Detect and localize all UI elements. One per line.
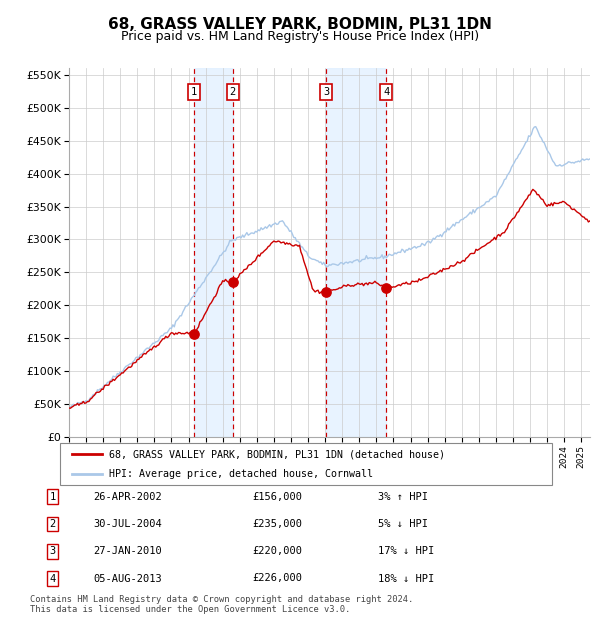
Text: 4: 4 xyxy=(383,87,389,97)
FancyBboxPatch shape xyxy=(60,443,552,485)
Text: This data is licensed under the Open Government Licence v3.0.: This data is licensed under the Open Gov… xyxy=(30,604,350,614)
Text: 30-JUL-2004: 30-JUL-2004 xyxy=(93,519,162,529)
Text: 3% ↑ HPI: 3% ↑ HPI xyxy=(378,492,428,502)
Text: HPI: Average price, detached house, Cornwall: HPI: Average price, detached house, Corn… xyxy=(109,469,373,479)
Text: 2: 2 xyxy=(229,87,236,97)
Text: 05-AUG-2013: 05-AUG-2013 xyxy=(93,574,162,583)
Text: 2: 2 xyxy=(50,519,56,529)
Text: Contains HM Land Registry data © Crown copyright and database right 2024.: Contains HM Land Registry data © Crown c… xyxy=(30,595,413,604)
Text: 27-JAN-2010: 27-JAN-2010 xyxy=(93,546,162,556)
Text: 1: 1 xyxy=(191,87,197,97)
Text: 26-APR-2002: 26-APR-2002 xyxy=(93,492,162,502)
Text: 3: 3 xyxy=(323,87,329,97)
Text: 18% ↓ HPI: 18% ↓ HPI xyxy=(378,574,434,583)
Point xyxy=(322,287,331,297)
Bar xyxy=(326,68,386,437)
Point xyxy=(382,283,391,293)
Text: £220,000: £220,000 xyxy=(252,546,302,556)
Text: 1: 1 xyxy=(50,492,56,502)
Text: 68, GRASS VALLEY PARK, BODMIN, PL31 1DN: 68, GRASS VALLEY PARK, BODMIN, PL31 1DN xyxy=(108,17,492,32)
Point xyxy=(189,329,199,339)
Text: 17% ↓ HPI: 17% ↓ HPI xyxy=(378,546,434,556)
Text: £226,000: £226,000 xyxy=(252,574,302,583)
Text: 68, GRASS VALLEY PARK, BODMIN, PL31 1DN (detached house): 68, GRASS VALLEY PARK, BODMIN, PL31 1DN … xyxy=(109,449,445,459)
Text: 4: 4 xyxy=(50,574,56,583)
Text: 3: 3 xyxy=(50,546,56,556)
Bar xyxy=(194,68,233,437)
Text: £156,000: £156,000 xyxy=(252,492,302,502)
Text: Price paid vs. HM Land Registry's House Price Index (HPI): Price paid vs. HM Land Registry's House … xyxy=(121,30,479,43)
Text: £235,000: £235,000 xyxy=(252,519,302,529)
Point xyxy=(228,277,238,287)
Text: 5% ↓ HPI: 5% ↓ HPI xyxy=(378,519,428,529)
